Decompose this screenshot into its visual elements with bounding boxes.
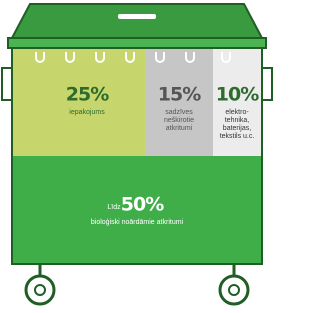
side-handle bbox=[2, 68, 12, 100]
lid-rim bbox=[8, 38, 266, 48]
percent: 50% bbox=[121, 194, 164, 216]
prefix: Līdz bbox=[107, 204, 121, 211]
segment-label: neškirotie bbox=[164, 117, 194, 124]
segment-label: tekstils u.c. bbox=[220, 133, 255, 140]
segment-label: bioloģiski noārdāmie atkritumi bbox=[91, 218, 184, 226]
wheels bbox=[26, 264, 248, 304]
lid bbox=[12, 4, 262, 38]
percent: 25% bbox=[66, 84, 109, 106]
segment-label: elektro- bbox=[225, 109, 249, 116]
segment-label: baterijas, bbox=[223, 125, 251, 132]
segment-label: atkritumi bbox=[166, 125, 193, 132]
bin-infographic: 25% iepakojums 15% sadzīves neškirotie a… bbox=[0, 0, 274, 308]
segment-label: iepakojums bbox=[69, 109, 105, 116]
side-handle bbox=[262, 68, 272, 100]
segment-label: tehnika, bbox=[225, 117, 250, 124]
lid-handle bbox=[118, 14, 156, 19]
segment-label: sadzīves bbox=[165, 109, 193, 116]
percent: 10% bbox=[216, 84, 259, 106]
percent: 15% bbox=[158, 84, 201, 106]
